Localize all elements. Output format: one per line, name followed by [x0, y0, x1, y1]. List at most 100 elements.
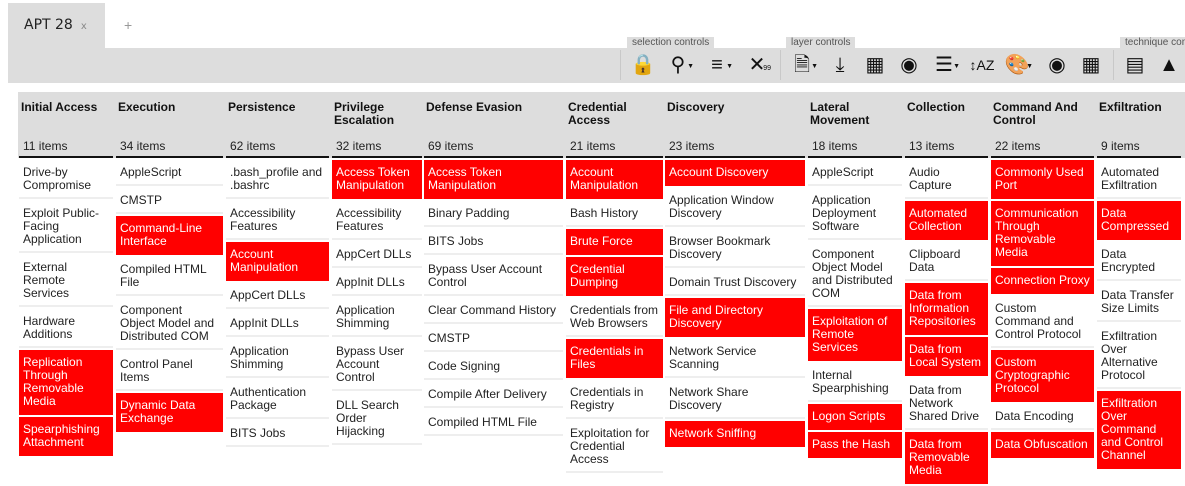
- technique-cell[interactable]: Data Encrypted: [1097, 242, 1181, 281]
- palette-icon[interactable]: 🎨 ▼: [1004, 54, 1033, 76]
- technique-cell[interactable]: Audio Capture: [905, 160, 988, 199]
- tactic-header[interactable]: Credential Access: [568, 100, 627, 127]
- new-tab-button[interactable]: +: [124, 17, 133, 33]
- technique-cell[interactable]: CMSTP: [424, 326, 563, 352]
- layout-icon[interactable]: ▦: [1081, 54, 1101, 76]
- technique-cell[interactable]: Logon Scripts: [808, 404, 902, 430]
- technique-cell[interactable]: Pass the Hash: [808, 432, 902, 458]
- technique-cell[interactable]: Component Object Model and Distributed C…: [808, 242, 902, 307]
- technique-cell[interactable]: CMSTP: [116, 188, 223, 214]
- technique-cell[interactable]: Clear Command History: [424, 298, 563, 324]
- fill-bucket-icon[interactable]: ▲: [1159, 54, 1179, 76]
- technique-cell[interactable]: Data from Local System: [905, 337, 988, 376]
- technique-cell[interactable]: Access Token Manipulation: [424, 160, 563, 199]
- technique-cell[interactable]: Application Shimming: [332, 298, 422, 337]
- technique-cell[interactable]: Exploitation for Credential Access: [566, 421, 663, 473]
- technique-cell[interactable]: Spearphishing Attachment: [19, 417, 113, 456]
- technique-cell[interactable]: Drive-by Compromise: [19, 160, 113, 199]
- stripes-icon[interactable]: ▤: [1125, 54, 1145, 76]
- technique-cell[interactable]: Data from Information Repositories: [905, 283, 988, 335]
- technique-cell[interactable]: Brute Force: [566, 229, 663, 255]
- grid-icon[interactable]: ▦: [865, 54, 885, 76]
- technique-cell[interactable]: Network Sniffing: [665, 421, 805, 447]
- eye-icon[interactable]: ◉: [1048, 54, 1066, 76]
- technique-cell[interactable]: External Remote Services: [19, 255, 113, 307]
- tactic-header[interactable]: Discovery: [667, 100, 725, 114]
- technique-cell[interactable]: Hardware Additions: [19, 309, 113, 348]
- download-icon[interactable]: ⤓: [835, 54, 845, 76]
- technique-cell[interactable]: Application Deployment Software: [808, 188, 902, 240]
- tactic-header[interactable]: Lateral Movement: [810, 100, 870, 127]
- technique-cell[interactable]: Data Transfer Size Limits: [1097, 283, 1181, 322]
- technique-cell[interactable]: Compiled HTML File: [116, 257, 223, 296]
- technique-cell[interactable]: Application Shimming: [226, 339, 329, 378]
- technique-cell[interactable]: Command-Line Interface: [116, 216, 223, 255]
- technique-cell[interactable]: Custom Cryptographic Protocol: [991, 350, 1094, 402]
- tactic-header[interactable]: Initial Access: [21, 100, 98, 114]
- technique-cell[interactable]: Exploitation of Remote Services: [808, 309, 902, 361]
- technique-cell[interactable]: Authentication Package: [226, 380, 329, 419]
- technique-cell[interactable]: AppleScript: [116, 160, 223, 186]
- technique-cell[interactable]: Data Obfuscation: [991, 432, 1094, 458]
- tab-apt-28[interactable]: APT 28 x: [8, 3, 105, 48]
- technique-cell[interactable]: Connection Proxy: [991, 268, 1094, 294]
- technique-cell[interactable]: Clipboard Data: [905, 242, 988, 281]
- tactic-header[interactable]: Privilege Escalation: [334, 100, 395, 127]
- tactic-header[interactable]: Persistence: [228, 100, 296, 114]
- technique-cell[interactable]: Exfiltration Over Command and Control Ch…: [1097, 391, 1181, 469]
- technique-cell[interactable]: Account Discovery: [665, 160, 805, 186]
- deselect-icon[interactable]: ✕ 99: [743, 52, 771, 78]
- technique-cell[interactable]: Data from Removable Media: [905, 432, 988, 484]
- technique-cell[interactable]: Compile After Delivery: [424, 382, 563, 408]
- tactic-header[interactable]: Execution: [118, 100, 176, 114]
- technique-cell[interactable]: Exfiltration Over Alternative Protocol: [1097, 324, 1181, 389]
- technique-cell[interactable]: Network Share Discovery: [665, 380, 805, 419]
- technique-cell[interactable]: Internal Spearphishing: [808, 363, 902, 402]
- technique-cell[interactable]: Bypass User Account Control: [332, 339, 422, 391]
- tactic-header[interactable]: Exfiltration: [1099, 100, 1162, 114]
- technique-cell[interactable]: Commonly Used Port: [991, 160, 1094, 199]
- technique-cell[interactable]: .bash_profile and .bashrc: [226, 160, 329, 199]
- technique-cell[interactable]: BITS Jobs: [226, 421, 329, 447]
- technique-cell[interactable]: Accessibility Features: [332, 201, 422, 240]
- lock-icon[interactable]: 🔒: [630, 54, 656, 76]
- technique-cell[interactable]: Automated Collection: [905, 201, 988, 240]
- filter-icon[interactable]: ☰ ▼: [935, 54, 960, 76]
- export-file-icon[interactable]: 🗎 ▼: [793, 54, 818, 76]
- technique-cell[interactable]: Automated Exfiltration: [1097, 160, 1181, 199]
- technique-cell[interactable]: AppInit DLLs: [226, 311, 329, 337]
- sort-icon[interactable]: ↕AZ: [969, 57, 995, 73]
- technique-cell[interactable]: DLL Search Order Hijacking: [332, 393, 422, 445]
- technique-cell[interactable]: Custom Command and Control Protocol: [991, 296, 1094, 348]
- tactic-header[interactable]: Defense Evasion: [426, 100, 523, 114]
- technique-cell[interactable]: Credentials in Files: [566, 339, 663, 378]
- technique-cell[interactable]: Exploit Public-Facing Application: [19, 201, 113, 253]
- technique-cell[interactable]: AppleScript: [808, 160, 902, 186]
- tactic-header[interactable]: Collection: [907, 100, 966, 114]
- multiselect-icon[interactable]: ≡ ▼: [711, 54, 733, 76]
- technique-cell[interactable]: BITS Jobs: [424, 229, 563, 255]
- technique-cell[interactable]: File and Directory Discovery: [665, 298, 805, 337]
- technique-cell[interactable]: Credentials from Web Browsers: [566, 298, 663, 337]
- tactic-header[interactable]: Command And Control: [993, 100, 1078, 127]
- technique-cell[interactable]: Data Encoding: [991, 404, 1094, 430]
- search-icon[interactable]: ⚲ ▼: [670, 54, 694, 76]
- technique-cell[interactable]: AppCert DLLs: [226, 283, 329, 309]
- technique-cell[interactable]: Access Token Manipulation: [332, 160, 422, 199]
- technique-cell[interactable]: AppCert DLLs: [332, 242, 422, 268]
- technique-cell[interactable]: Domain Trust Discovery: [665, 270, 805, 296]
- technique-cell[interactable]: Control Panel Items: [116, 352, 223, 391]
- technique-cell[interactable]: Application Window Discovery: [665, 188, 805, 227]
- technique-cell[interactable]: Credentials in Registry: [566, 380, 663, 419]
- technique-cell[interactable]: Data from Network Shared Drive: [905, 378, 988, 430]
- technique-cell[interactable]: Dynamic Data Exchange: [116, 393, 223, 432]
- technique-cell[interactable]: Network Service Scanning: [665, 339, 805, 378]
- technique-cell[interactable]: Accessibility Features: [226, 201, 329, 240]
- technique-cell[interactable]: AppInit DLLs: [332, 270, 422, 296]
- technique-cell[interactable]: Replication Through Removable Media: [19, 350, 113, 415]
- technique-cell[interactable]: Browser Bookmark Discovery: [665, 229, 805, 268]
- technique-cell[interactable]: Code Signing: [424, 354, 563, 380]
- technique-cell[interactable]: Bypass User Account Control: [424, 257, 563, 296]
- technique-cell[interactable]: Account Manipulation: [226, 242, 329, 281]
- technique-cell[interactable]: Data Compressed: [1097, 201, 1181, 240]
